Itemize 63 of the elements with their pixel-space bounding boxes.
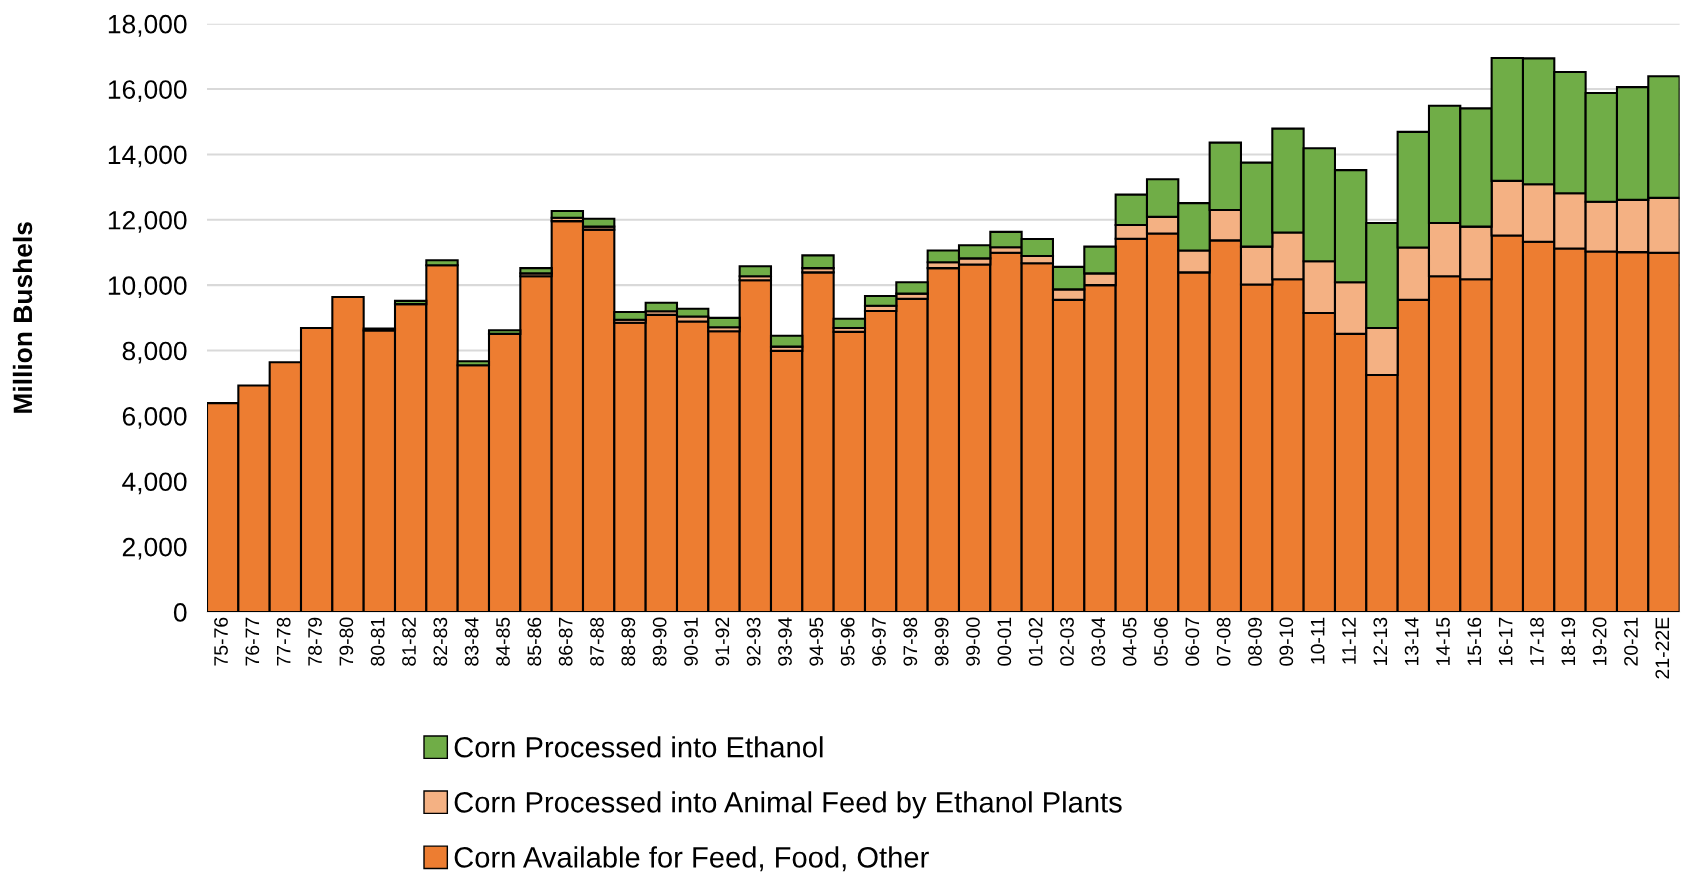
x-tick-label: 91-92	[715, 617, 730, 666]
x-tick-label: 16-17	[1498, 617, 1513, 666]
x-tick-label: 10-11	[1310, 617, 1325, 664]
x-tick-label: 12-13	[1373, 617, 1388, 666]
x-tick-label: 14-15	[1436, 617, 1450, 666]
legend-label: Corn Processed into Ethanol	[454, 736, 823, 758]
x-tick-label: 77-78	[276, 617, 291, 666]
y-tick-label: 6,000	[122, 407, 187, 429]
bar	[801, 254, 835, 270]
x-tick-label: 05-06	[1154, 617, 1168, 666]
x-tick-label: 01-02	[1028, 617, 1043, 666]
x-tick-label: 17-18	[1530, 617, 1544, 666]
x-tick-label: 76-77	[245, 617, 260, 666]
y-tick-label: 8,000	[122, 341, 187, 364]
x-tick-label: 87-88	[590, 617, 604, 666]
x-tick-label: 93-94	[778, 617, 792, 666]
x-tick-label: 86-87	[558, 617, 573, 666]
x-tick-label: 89-90	[652, 617, 667, 666]
x-tick-label: 04-05	[1122, 617, 1137, 666]
x-tick-label: 96-97	[872, 617, 886, 666]
x-tick-label: 08-09	[1248, 617, 1262, 666]
x-tick-label: 18-19	[1561, 617, 1576, 666]
x-tick-label: 85-86	[527, 617, 542, 666]
y-tick-label: 16,000	[108, 80, 187, 103]
x-tick-label: 21-22E	[1655, 617, 1669, 679]
x-tick-label: 07-08	[1216, 617, 1231, 666]
x-tick-label: 94-95	[809, 617, 824, 666]
x-tick-label: 92-93	[746, 617, 761, 666]
x-tick-label: 88-89	[621, 617, 636, 666]
x-tick-label: 19-20	[1592, 617, 1607, 666]
x-tick-label: 80-81	[370, 617, 385, 666]
x-tick-label: 84-85	[496, 617, 510, 666]
y-tick-label: 4,000	[122, 472, 187, 495]
x-tick-label: 99-00	[966, 617, 980, 666]
x-tick-label: 03-04	[1091, 617, 1106, 666]
y-tick-label: 0	[173, 603, 187, 622]
x-tick-label: 20-21	[1624, 617, 1638, 666]
x-tick-label: 78-79	[308, 617, 322, 666]
y-tick-label: 12,000	[108, 210, 187, 233]
y-tick-label: 2,000	[122, 537, 187, 560]
x-tick-label: 75-76	[214, 617, 228, 666]
y-tick-label: 10,000	[108, 276, 187, 299]
x-tick-label: 00-01	[997, 617, 1012, 666]
x-tick-label: 79-80	[339, 617, 354, 666]
y-tick-label: 14,000	[108, 145, 187, 168]
y-tick-label: 18,000	[108, 14, 187, 37]
x-tick-label: 15-16	[1467, 617, 1482, 666]
legend-label: Corn Processed into Animal Feed by Ethanol Plants	[454, 791, 1122, 819]
x-tick-label: 95-96	[840, 617, 855, 666]
x-tick-label: 83-84	[464, 617, 479, 666]
legend-label: Corn Available for Feed, Food, Other	[454, 846, 929, 872]
x-tick-label: 98-99	[934, 617, 949, 666]
x-tick-label: 02-03	[1060, 617, 1074, 666]
y-axis-title: Million Bushels	[12, 222, 33, 413]
bar	[738, 265, 773, 278]
x-tick-label: 06-07	[1185, 617, 1200, 666]
x-tick-label: 09-10	[1279, 617, 1294, 666]
x-tick-label: 13-14	[1404, 617, 1419, 666]
x-tick-label: 81-82	[402, 617, 416, 666]
x-tick-label: 11-12	[1342, 617, 1356, 664]
x-tick-label: 97-98	[903, 617, 918, 666]
x-tick-label: 90-91	[684, 617, 698, 666]
x-tick-label: 82-83	[433, 617, 448, 666]
